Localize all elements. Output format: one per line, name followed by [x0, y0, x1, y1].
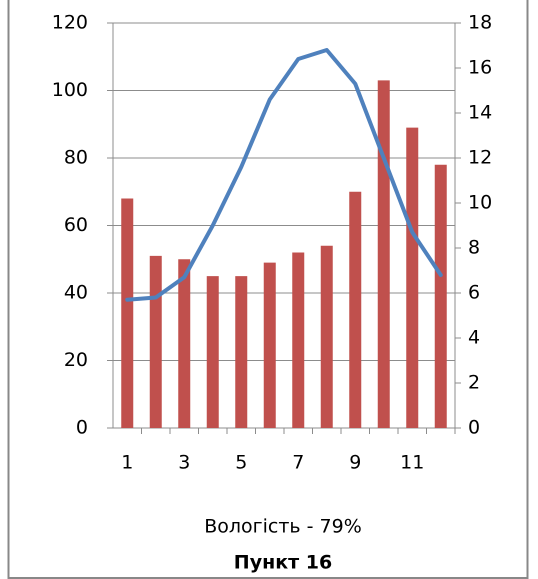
bar	[206, 276, 219, 428]
x-tick-label: 11	[400, 452, 424, 474]
x-tick-label: 1	[121, 452, 133, 474]
y2-tick-label: 2	[468, 372, 480, 394]
bar	[178, 259, 191, 428]
y-tick-label: 20	[64, 349, 88, 371]
bar	[434, 164, 447, 428]
y2-tick-label: 0	[468, 417, 480, 439]
bar	[263, 262, 276, 428]
y-tick-label: 60	[64, 214, 88, 236]
y2-tick-label: 6	[468, 282, 480, 304]
x-tick-label: 9	[349, 452, 361, 474]
y2-tick-label: 16	[468, 57, 492, 79]
y2-tick-label: 8	[468, 237, 480, 259]
y-tick-label: 40	[64, 282, 88, 304]
bar	[377, 80, 390, 428]
y-tick-label: 120	[52, 12, 88, 34]
x-tick-label: 3	[178, 452, 190, 474]
y2-tick-label: 4	[468, 327, 480, 349]
bar	[406, 127, 419, 428]
y2-tick-label: 14	[468, 102, 492, 124]
bar	[149, 255, 162, 428]
bar	[292, 252, 305, 428]
y2-tick-label: 12	[468, 147, 492, 169]
frame	[7, 0, 529, 579]
y-tick-label: 80	[64, 147, 88, 169]
line	[125, 48, 443, 302]
x-tick-label: 7	[292, 452, 304, 474]
bar	[320, 245, 333, 428]
x-tick-label: 5	[235, 452, 247, 474]
bar	[121, 198, 134, 428]
y2-tick-label: 10	[468, 192, 492, 214]
y-tick-label: 100	[52, 79, 88, 101]
y2-tick-label: 18	[468, 12, 492, 34]
bar	[349, 191, 362, 428]
y-tick-label: 0	[76, 417, 88, 439]
bar	[235, 276, 248, 428]
x-axis-label: Вологість - 79%	[204, 516, 362, 538]
chart-title: Пункт 16	[234, 552, 332, 574]
